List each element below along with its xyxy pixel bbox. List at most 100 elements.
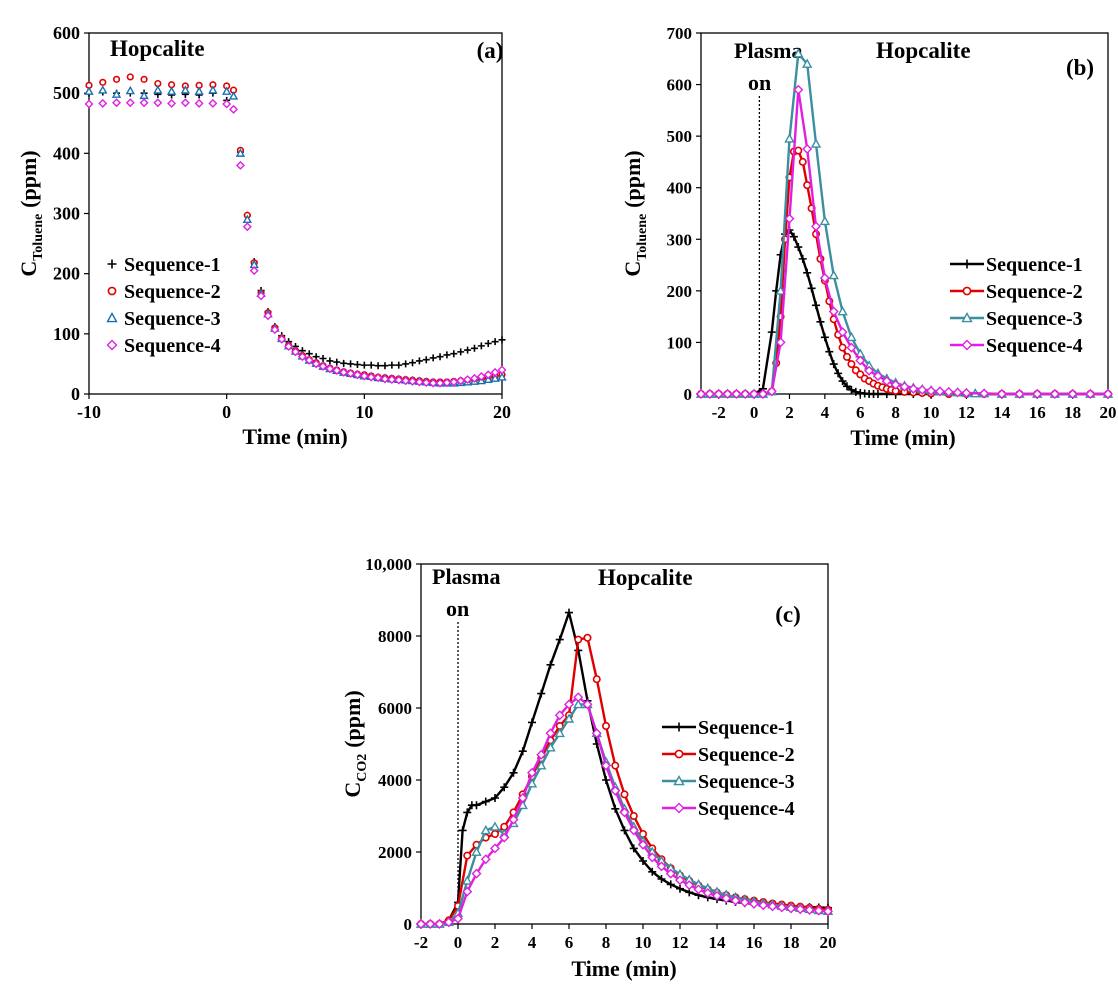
y-tick-label: 0 xyxy=(404,915,413,934)
data-point xyxy=(270,325,280,335)
x-tick-label: 20 xyxy=(1100,403,1117,422)
data-point xyxy=(554,710,565,721)
x-axis-label: Time (min) xyxy=(571,956,676,981)
data-point xyxy=(346,369,356,379)
y-axis-label: CToluene (ppm) xyxy=(16,150,46,276)
annotation-hopcalite: Hopcalite xyxy=(110,36,205,61)
data-point xyxy=(319,355,327,363)
data-point xyxy=(926,385,937,396)
data-point xyxy=(563,713,575,723)
data-point xyxy=(263,311,273,321)
data-point xyxy=(996,389,1007,399)
data-point xyxy=(1014,389,1025,399)
legend-label: Sequence-3 xyxy=(986,308,1083,330)
data-point xyxy=(326,357,334,365)
legend-label: Sequence-3 xyxy=(698,771,795,793)
data-point xyxy=(125,85,135,95)
data-point xyxy=(480,824,491,835)
data-point xyxy=(730,895,741,906)
data-point xyxy=(794,146,803,155)
data-point xyxy=(712,890,722,901)
legend-item: Sequence-4 xyxy=(662,798,795,820)
legend-item: Sequence-1 xyxy=(107,254,221,276)
data-point xyxy=(476,372,486,382)
x-tick-label: 6 xyxy=(565,933,574,952)
data-point xyxy=(394,375,404,385)
data-point xyxy=(518,747,527,756)
data-point xyxy=(490,367,500,377)
data-point xyxy=(480,854,491,865)
y-axis-label-unit: (ppm) xyxy=(340,690,365,747)
data-point xyxy=(194,86,204,95)
data-point xyxy=(846,342,857,353)
data-point xyxy=(415,357,423,365)
legend-label: Sequence-1 xyxy=(698,717,795,739)
data-point xyxy=(795,904,806,915)
data-point xyxy=(416,919,426,929)
data-point xyxy=(908,383,919,394)
data-point xyxy=(820,333,829,342)
data-point xyxy=(819,215,831,226)
legend-item: Sequence-2 xyxy=(107,281,221,303)
data-point xyxy=(837,327,848,338)
data-point xyxy=(508,814,519,825)
y-tick-label: 200 xyxy=(667,282,693,301)
data-point xyxy=(388,361,396,369)
x-tick-label: 4 xyxy=(528,933,537,952)
x-tick-label: 14 xyxy=(709,933,727,952)
y-tick-label: 400 xyxy=(53,143,80,163)
y-tick-label: 4000 xyxy=(378,771,412,790)
x-tick-label: 8 xyxy=(602,933,611,952)
x-tick-label: -2 xyxy=(712,403,726,422)
data-point xyxy=(471,868,482,879)
data-point xyxy=(846,331,857,342)
y-axis-label-main: C xyxy=(340,782,365,798)
legend-swatch-marker xyxy=(674,722,684,732)
data-point xyxy=(592,675,601,684)
data-point xyxy=(629,844,638,853)
data-point xyxy=(463,851,472,860)
data-point xyxy=(429,354,437,362)
data-point xyxy=(208,98,218,108)
data-point xyxy=(639,857,647,865)
data-point xyxy=(395,361,403,369)
series-4 xyxy=(416,692,833,929)
data-point xyxy=(739,897,750,908)
legend-item: Sequence-4 xyxy=(106,335,221,357)
data-point xyxy=(166,86,177,95)
data-point xyxy=(829,360,838,369)
data-point xyxy=(767,901,778,912)
x-tick-label: 0 xyxy=(222,402,231,422)
data-point xyxy=(483,370,493,380)
data-point xyxy=(537,689,546,698)
panel-label: (a) xyxy=(477,38,504,63)
y-tick-label: 500 xyxy=(667,127,693,146)
data-point xyxy=(722,389,733,399)
data-point xyxy=(713,389,724,399)
data-point xyxy=(816,317,825,326)
y-axis-label-main: C xyxy=(16,261,41,277)
x-tick-label: 10 xyxy=(923,403,940,422)
data-point xyxy=(84,99,94,109)
data-point xyxy=(425,919,436,929)
data-point xyxy=(153,98,163,108)
data-point xyxy=(536,749,547,760)
y-tick-label: 10,000 xyxy=(365,555,412,574)
y-axis-label-sub: CO2 xyxy=(355,754,370,782)
legend-item: Sequence-1 xyxy=(950,254,1083,276)
legend-label: Sequence-2 xyxy=(698,744,795,766)
x-tick-label: 20 xyxy=(493,402,511,422)
data-point xyxy=(825,347,834,356)
data-point xyxy=(228,91,239,100)
x-tick-label: 12 xyxy=(672,933,689,952)
data-point xyxy=(381,362,389,370)
data-point xyxy=(402,360,410,368)
data-point xyxy=(498,336,506,344)
data-point xyxy=(693,884,704,895)
data-point xyxy=(98,85,108,94)
data-point xyxy=(180,85,191,94)
data-point xyxy=(749,389,760,399)
data-point xyxy=(126,73,134,81)
panel-label: (c) xyxy=(775,602,801,627)
